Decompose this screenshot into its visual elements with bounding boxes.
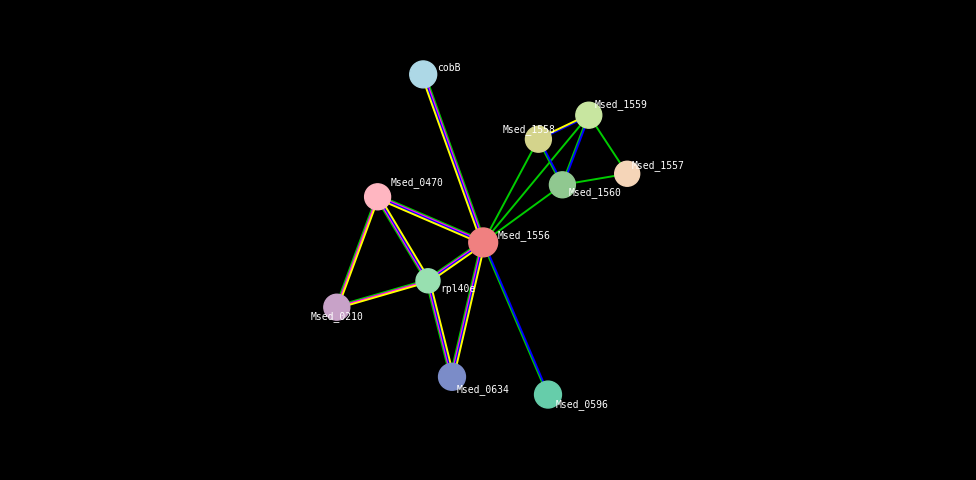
Text: Msed_0596: Msed_0596 [555,399,608,409]
Circle shape [324,294,349,320]
Circle shape [365,184,390,210]
Text: Msed_1557: Msed_1557 [632,160,685,171]
Text: cobB: cobB [437,63,461,73]
Circle shape [576,102,602,128]
Text: Msed_0470: Msed_0470 [391,177,444,188]
Circle shape [416,269,440,293]
Circle shape [468,228,498,257]
Text: Msed_1559: Msed_1559 [594,99,647,109]
Circle shape [549,172,576,198]
Text: Msed_0210: Msed_0210 [310,312,363,322]
Text: Msed_1556: Msed_1556 [498,230,550,240]
Circle shape [525,126,551,152]
Circle shape [535,381,561,408]
Text: Msed_1560: Msed_1560 [569,188,622,198]
Circle shape [615,161,639,186]
Text: rpl40e: rpl40e [440,284,475,294]
Text: Msed_0634: Msed_0634 [457,384,509,395]
Circle shape [438,363,466,390]
Circle shape [410,61,436,88]
Text: Msed_1558: Msed_1558 [503,124,555,135]
